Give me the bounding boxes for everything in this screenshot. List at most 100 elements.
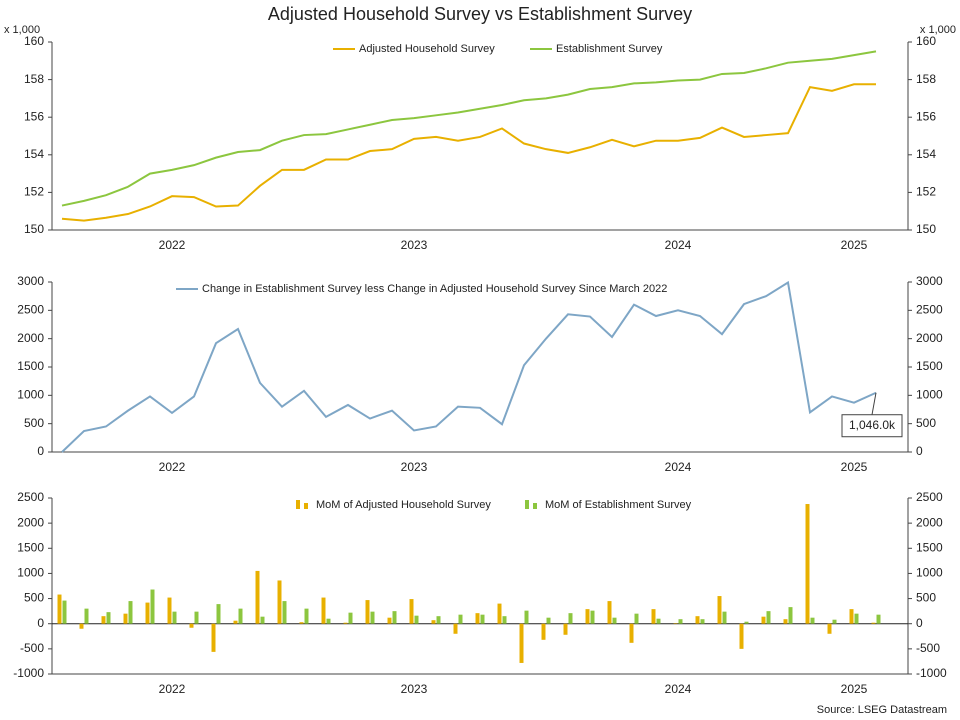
bar — [299, 622, 304, 624]
bar — [722, 611, 727, 624]
bar — [387, 617, 392, 624]
bar — [854, 613, 859, 624]
bar — [321, 597, 326, 624]
legend-swatch — [533, 503, 537, 509]
legend-label: MoM of Adjusted Household Survey — [316, 499, 491, 511]
y-tick-label: 0 — [37, 616, 44, 630]
y-tick-label: 1000 — [916, 566, 943, 580]
legend-label: Change in Establishment Survey less Chan… — [202, 283, 667, 295]
bar — [409, 599, 414, 624]
x-tick-label: 2023 — [401, 460, 428, 474]
x-tick-label: 2024 — [665, 460, 692, 474]
bar — [673, 623, 678, 624]
bar — [233, 620, 238, 624]
bar — [150, 589, 155, 624]
y-tick-label: -500 — [916, 641, 940, 655]
legend-label: Establishment Survey — [556, 43, 663, 55]
x-tick-label: 2022 — [159, 460, 186, 474]
y-tick-label: 500 — [24, 591, 44, 605]
bar — [656, 618, 661, 624]
series-line — [61, 280, 877, 453]
y-tick-label: 160 — [24, 34, 44, 48]
bar — [546, 617, 551, 624]
bar — [541, 623, 546, 640]
bar — [106, 612, 111, 624]
bar — [805, 504, 810, 624]
bar — [128, 601, 133, 624]
bar — [167, 597, 172, 624]
y-tick-label: 0 — [37, 444, 44, 458]
bar — [634, 613, 639, 624]
y-tick-label: 1500 — [17, 359, 44, 373]
bar — [101, 616, 106, 624]
y-tick-label: 2000 — [916, 515, 943, 529]
bar — [695, 616, 700, 624]
bar — [612, 617, 617, 624]
bar — [761, 616, 766, 624]
y-tick-label: 2000 — [916, 331, 943, 345]
y-tick-label: 1000 — [916, 388, 943, 402]
bar — [876, 614, 881, 624]
x-tick-label: 2023 — [401, 682, 428, 696]
bar — [563, 623, 568, 635]
bar — [123, 613, 128, 624]
bar — [783, 619, 788, 624]
bar — [607, 601, 612, 624]
bar — [739, 623, 744, 649]
bar — [392, 611, 397, 624]
y-tick-label: 152 — [24, 185, 44, 199]
x-tick-label: 2024 — [665, 682, 692, 696]
bar — [365, 600, 370, 624]
y-tick-label: 3000 — [916, 274, 943, 288]
x-tick-label: 2025 — [841, 460, 868, 474]
y-tick-label: 2000 — [17, 331, 44, 345]
y-tick-label: 156 — [916, 109, 936, 123]
x-tick-label: 2022 — [159, 238, 186, 252]
x-tick-label: 2025 — [841, 238, 868, 252]
series-line — [61, 83, 876, 222]
bar — [255, 570, 260, 624]
bar — [700, 619, 705, 624]
bar — [326, 618, 331, 624]
bar — [585, 609, 590, 624]
y-unit: x 1,000 — [4, 24, 40, 36]
bar — [84, 608, 89, 624]
legend-label: MoM of Establishment Survey — [545, 499, 692, 511]
y-tick-label: 154 — [24, 147, 44, 161]
bar — [590, 610, 595, 624]
bar — [348, 612, 353, 624]
bar — [651, 609, 656, 624]
bar — [277, 580, 282, 624]
y-tick-label: 1500 — [916, 540, 943, 554]
annotation: 1,046.0k — [849, 418, 896, 432]
bar — [370, 611, 375, 624]
x-tick-label: 2024 — [665, 238, 692, 252]
bar — [827, 623, 832, 634]
bar — [524, 610, 529, 624]
bar — [57, 594, 62, 624]
y-tick-label: 2500 — [17, 490, 44, 504]
bar — [260, 616, 265, 624]
bar — [172, 611, 177, 624]
y-tick-label: -1000 — [916, 666, 947, 680]
bar — [502, 616, 507, 624]
y-tick-label: -500 — [20, 641, 44, 655]
y-tick-label: 158 — [24, 72, 44, 86]
annotation-leader — [871, 392, 877, 415]
y-tick-label: 1000 — [17, 388, 44, 402]
bar — [304, 608, 309, 624]
y-tick-label: 2500 — [17, 303, 44, 317]
bar — [832, 619, 837, 624]
bar — [766, 611, 771, 624]
y-tick-label: 3000 — [17, 274, 44, 288]
y-tick-label: 150 — [24, 222, 44, 236]
y-tick-label: 1500 — [916, 359, 943, 373]
bar — [62, 600, 67, 624]
y-tick-label: 0 — [916, 444, 923, 458]
y-tick-label: 500 — [916, 591, 936, 605]
y-tick-label: 150 — [916, 222, 936, 236]
legend-swatch — [296, 500, 300, 509]
bar — [810, 617, 815, 624]
